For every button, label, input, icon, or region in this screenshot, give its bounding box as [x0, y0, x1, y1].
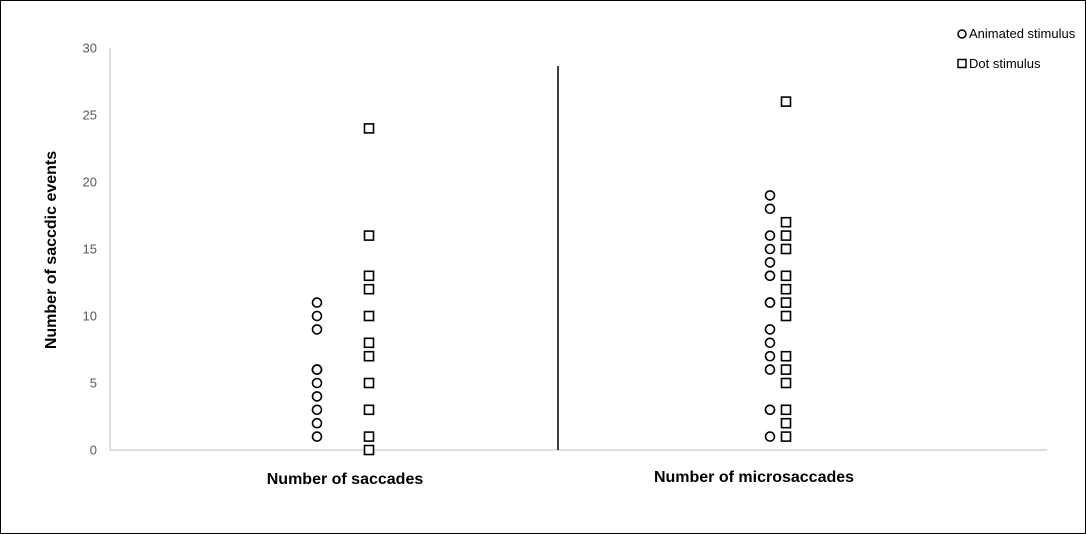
legend-marker-circle [957, 29, 967, 39]
point-circle-cat2-5 [764, 350, 776, 362]
point-circle-cat2-1 [764, 431, 776, 442]
y-axis-label: Number of saccdic events [43, 151, 60, 349]
y-tick-label-20: 20 [83, 175, 97, 190]
point-circle-cat2-15 [764, 203, 776, 215]
point-circle-cat1-1 [311, 431, 323, 442]
point-square-cat2-3 [780, 404, 792, 416]
y-tick-label-25: 25 [83, 108, 97, 123]
point-square-cat2-1 [780, 431, 792, 442]
point-square-cat1-7 [363, 310, 375, 322]
category-labels: Number of saccades Number of microsaccad… [267, 469, 854, 488]
point-square-cat2-2 [780, 417, 792, 429]
point-square-cat1-4 [363, 377, 375, 389]
point-square-cat2-14 [780, 96, 792, 107]
point-circle-cat2-12 [764, 257, 776, 268]
point-square-cat1-2 [363, 431, 375, 442]
y-tick-label-15: 15 [83, 242, 97, 257]
point-square-cat1-6 [363, 337, 375, 349]
y-tick-label-5: 5 [90, 376, 97, 391]
y-tick-label-10: 10 [83, 309, 97, 324]
point-circle-cat1-11 [311, 297, 323, 308]
point-square-cat2-8 [780, 297, 792, 308]
point-square-cat2-9 [780, 283, 792, 295]
point-circle-cat1-5 [311, 377, 323, 389]
point-circle-cat2-3 [764, 404, 776, 416]
legend-label-dot: Dot stimulus [969, 56, 1041, 71]
point-square-cat2-12 [780, 230, 792, 241]
legend-label-animated: Animated stimulus [969, 26, 1076, 41]
point-square-cat1-10 [363, 230, 375, 241]
category-label-microsaccades: Number of microsaccades [654, 469, 854, 486]
legend: Animated stimulus Dot stimulus [957, 26, 1076, 71]
point-circle-cat2-7 [764, 324, 776, 335]
point-square-cat1-9 [363, 270, 375, 282]
point-square-cat2-10 [780, 270, 792, 282]
point-circle-cat2-9 [764, 297, 776, 308]
point-square-cat2-6 [780, 350, 792, 362]
point-circle-cat1-3 [311, 404, 323, 416]
y-tick-label-30: 30 [83, 41, 97, 56]
point-square-cat1-11 [363, 123, 375, 134]
point-square-cat1-8 [363, 283, 375, 295]
point-circle-cat2-4 [764, 364, 776, 375]
y-tick-label-0: 0 [90, 443, 97, 458]
point-square-cat1-5 [363, 350, 375, 362]
point-circle-cat1-2 [311, 417, 323, 429]
legend-marker-square [957, 58, 967, 69]
point-circle-cat1-9 [311, 324, 323, 335]
point-circle-cat2-13 [764, 243, 776, 255]
point-square-cat1-3 [363, 404, 375, 416]
point-circle-cat1-10 [311, 310, 323, 322]
axes-group [109, 48, 1047, 451]
point-square-cat2-11 [780, 243, 792, 255]
data-points [311, 96, 792, 456]
point-square-cat1-1 [363, 444, 375, 456]
point-circle-cat1-4 [311, 391, 323, 402]
category-label-saccades: Number of saccades [267, 471, 424, 488]
point-circle-cat2-16 [764, 190, 776, 201]
point-circle-cat2-14 [764, 230, 776, 241]
point-square-cat2-13 [780, 216, 792, 228]
point-square-cat2-5 [780, 364, 792, 375]
point-circle-cat2-11 [764, 270, 776, 282]
point-circle-cat2-6 [764, 337, 776, 349]
y-tick-labels: 0 5 10 15 20 25 30 [83, 41, 97, 458]
point-square-cat2-4 [780, 377, 792, 389]
point-circle-cat1-8 [311, 364, 323, 375]
point-square-cat2-7 [780, 310, 792, 322]
